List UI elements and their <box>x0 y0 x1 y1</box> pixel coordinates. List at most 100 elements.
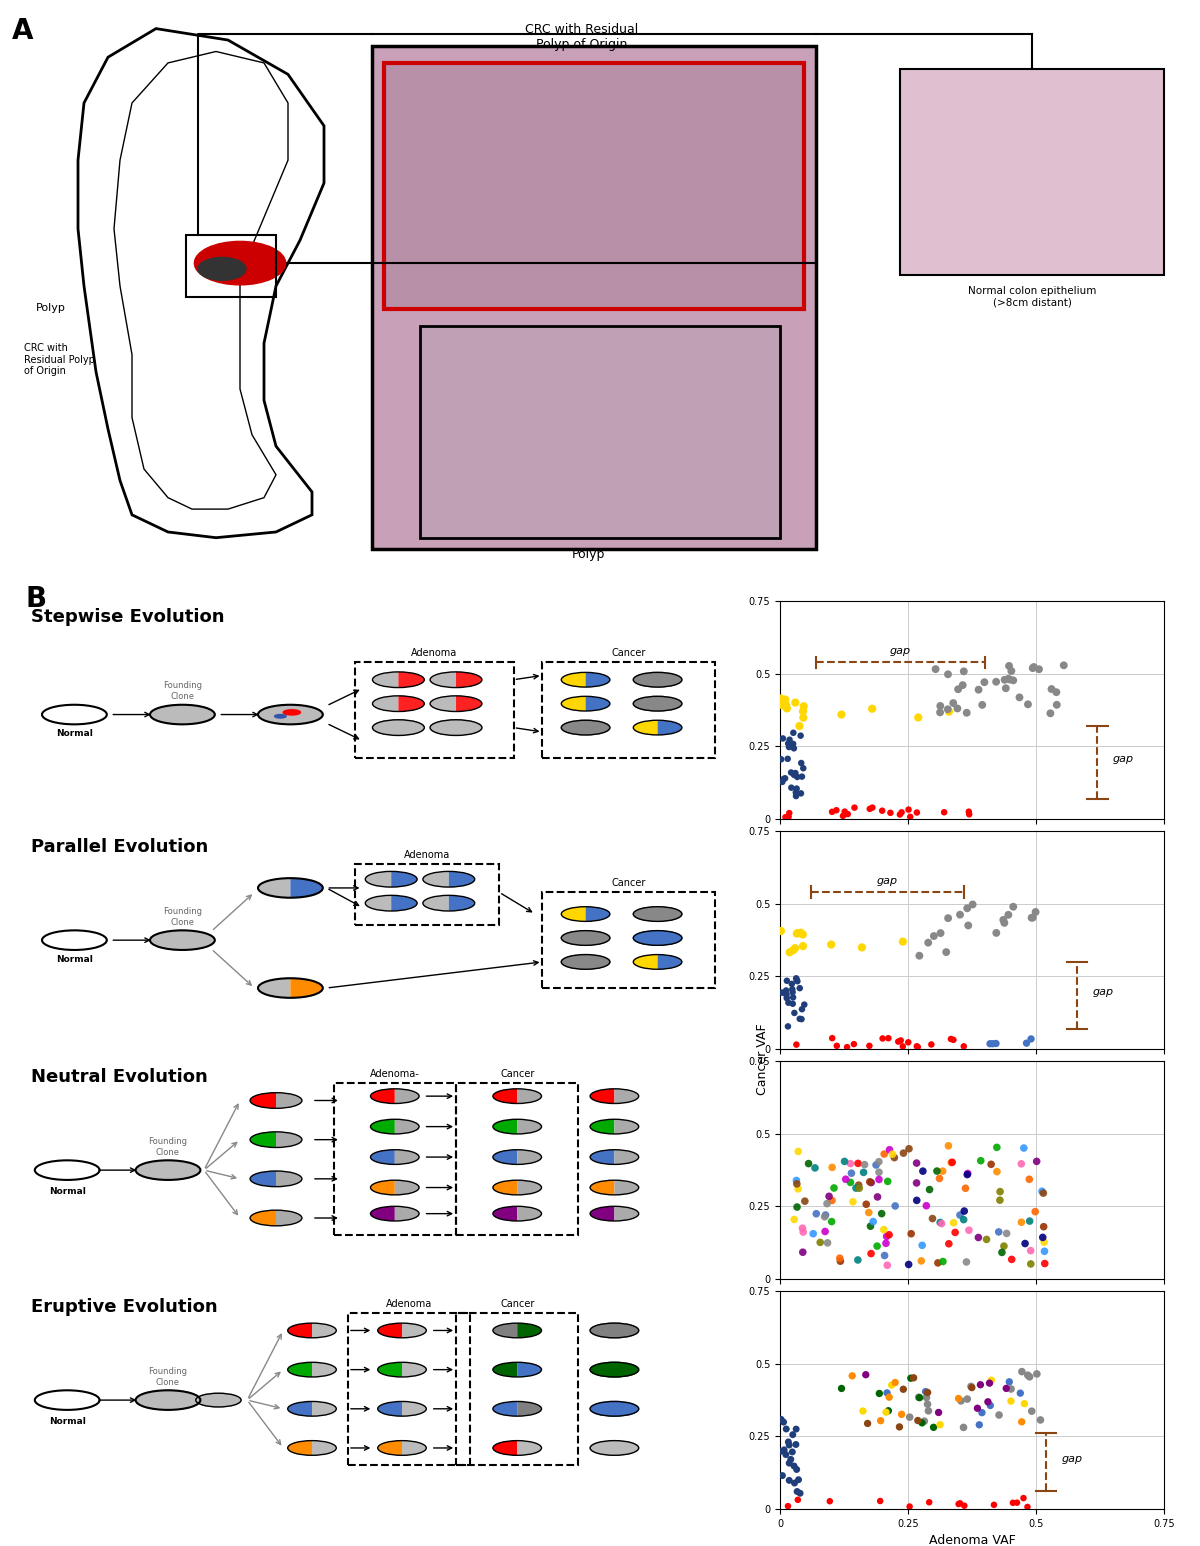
Point <box>954 1207 973 1232</box>
Point <box>871 1408 890 1433</box>
Circle shape <box>590 1402 638 1416</box>
Point <box>872 1027 892 1051</box>
Point <box>860 1214 880 1238</box>
Point <box>912 1249 931 1274</box>
Point <box>943 1028 962 1053</box>
Point <box>890 802 910 827</box>
Wedge shape <box>562 696 586 711</box>
Text: Clone: Clone <box>170 693 194 702</box>
Point <box>986 1031 1006 1056</box>
Wedge shape <box>590 1206 614 1221</box>
Point <box>950 903 970 928</box>
Point <box>970 1413 989 1438</box>
Point <box>787 1169 806 1194</box>
Point <box>786 781 805 805</box>
Point <box>841 1152 860 1177</box>
Point <box>930 1166 949 1190</box>
Point <box>949 1387 968 1411</box>
Point <box>919 931 938 955</box>
Point <box>968 1224 988 1249</box>
Point <box>1046 680 1066 705</box>
Point <box>1026 1200 1045 1224</box>
Point <box>776 805 796 830</box>
Wedge shape <box>250 1093 276 1108</box>
Point <box>884 1146 904 1170</box>
Point <box>784 1422 803 1447</box>
Point <box>793 705 812 730</box>
Point <box>792 1006 811 1031</box>
Point <box>822 1025 841 1050</box>
Point <box>788 1487 808 1512</box>
Text: gap: gap <box>877 875 898 886</box>
Wedge shape <box>391 895 418 911</box>
Point <box>980 1031 1000 1056</box>
Point <box>858 1411 877 1436</box>
Point <box>1018 1495 1037 1520</box>
Point <box>922 1033 941 1057</box>
Circle shape <box>634 696 682 711</box>
Wedge shape <box>493 1150 517 1164</box>
Circle shape <box>590 1323 638 1337</box>
Point <box>934 1249 953 1274</box>
Point <box>779 804 798 829</box>
Point <box>833 804 852 829</box>
Point <box>955 1198 974 1223</box>
Point <box>863 696 882 720</box>
Point <box>990 1402 1009 1427</box>
Point <box>838 1034 857 1059</box>
Circle shape <box>634 906 682 921</box>
Point <box>859 1033 878 1057</box>
Point <box>788 1467 808 1492</box>
Text: Cancer: Cancer <box>612 878 646 887</box>
Point <box>874 1217 893 1241</box>
Wedge shape <box>371 1150 395 1164</box>
Point <box>956 1177 976 1201</box>
Point <box>892 799 911 824</box>
Text: Normal: Normal <box>49 1418 85 1425</box>
Text: Clone: Clone <box>170 918 194 928</box>
Point <box>787 1195 806 1220</box>
Wedge shape <box>493 1441 517 1455</box>
Point <box>785 762 804 787</box>
Wedge shape <box>395 1180 419 1195</box>
Wedge shape <box>517 1402 541 1416</box>
Point <box>910 1385 929 1410</box>
Wedge shape <box>372 696 398 711</box>
Point <box>955 1493 974 1518</box>
Point <box>772 980 791 1005</box>
Wedge shape <box>517 1088 541 1104</box>
Point <box>786 1432 805 1456</box>
Point <box>779 1493 798 1518</box>
Point <box>900 1405 919 1430</box>
Wedge shape <box>250 1211 276 1226</box>
Point <box>924 1415 943 1439</box>
Point <box>820 1184 839 1209</box>
Text: Neutral Evolution: Neutral Evolution <box>31 1068 208 1085</box>
Point <box>920 1177 940 1201</box>
Text: Adenoma: Adenoma <box>412 648 457 659</box>
Point <box>850 1173 869 1198</box>
Point <box>822 1189 841 1214</box>
Point <box>930 1413 949 1438</box>
Point <box>971 1149 990 1173</box>
Point <box>805 1155 824 1180</box>
Wedge shape <box>288 1362 312 1377</box>
Circle shape <box>590 1441 638 1455</box>
Wedge shape <box>590 1150 614 1164</box>
Point <box>913 1160 932 1184</box>
Point <box>774 1438 793 1463</box>
Text: Adenoma: Adenoma <box>386 1299 432 1309</box>
Point <box>946 1220 965 1245</box>
Wedge shape <box>449 895 475 911</box>
Point <box>940 1232 959 1257</box>
Point <box>1003 668 1022 693</box>
Wedge shape <box>402 1362 426 1377</box>
Point <box>1020 1167 1039 1192</box>
Point <box>958 1161 977 1186</box>
Point <box>793 1220 812 1245</box>
Point <box>775 765 794 790</box>
Circle shape <box>136 1390 200 1410</box>
Wedge shape <box>614 1088 638 1104</box>
Point <box>914 1408 934 1433</box>
Point <box>796 1189 815 1214</box>
